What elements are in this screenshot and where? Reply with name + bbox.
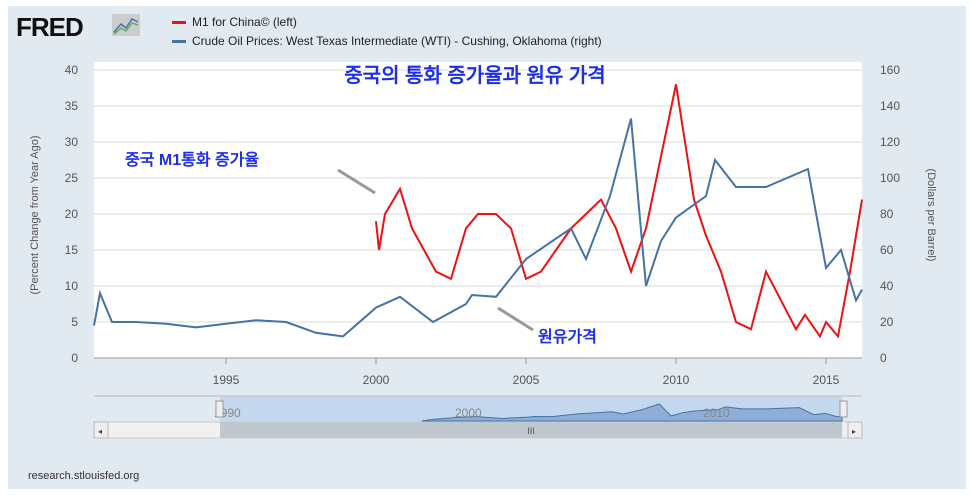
navigator-label-2000: 2000 [455,406,482,420]
x-tick-label: 2015 [813,373,840,387]
x-tick-label: 2000 [363,373,390,387]
annotation-oil: 원유가격 [538,328,597,346]
x-tick-label: 1995 [213,373,240,387]
y-tick-right: 20 [880,315,894,329]
annotation-oil-arrow [497,306,534,332]
source-footer: research.stlouisfed.org [28,470,140,482]
legend-m1-label: M1 for China© (left) [192,15,297,29]
fred-logo[interactable]: FRED [16,12,84,42]
y-tick-left: 40 [65,63,79,77]
navigator-handle-right[interactable] [839,400,848,418]
m1-series-line [375,84,863,339]
y-tick-left: 5 [71,315,78,329]
y-axis-left-label: (Percent Change from Year Ago) [29,136,41,295]
y-tick-right: 140 [880,99,900,113]
y-tick-left: 30 [65,135,79,149]
scroll-left-button[interactable] [93,421,109,439]
legend-m1[interactable]: M1 for China© (left) [172,15,297,29]
chart-title: 중국의 통화 증가율과 원유 가격 [344,64,605,87]
y-tick-left: 10 [65,279,79,293]
x-tick-label: 2005 [513,373,540,387]
y-tick-right: 160 [880,63,900,77]
scroll-left-icon: ◂ [98,427,102,436]
plot-area [94,62,862,358]
y-tick-left: 20 [65,207,79,221]
oil-series-line [93,118,863,338]
y-tick-left: 35 [65,99,79,113]
y-tick-right: 100 [880,171,900,185]
scrollbar-thumb[interactable] [220,422,842,438]
y-tick-right: 60 [880,243,894,257]
y-tick-left: 0 [71,351,78,365]
y-tick-left: 25 [65,171,79,185]
legend-oil-label: Crude Oil Prices: West Texas Intermediat… [192,34,602,48]
y-tick-right: 0 [880,351,887,365]
y-axis-right-label: (Dollars per Barrel) [925,169,937,262]
chart-logo-icon [112,14,140,36]
scroll-right-button[interactable] [847,421,863,439]
legend-oil[interactable]: Crude Oil Prices: West Texas Intermediat… [172,34,602,48]
y-tick-right: 80 [880,207,894,221]
y-tick-right: 40 [880,279,894,293]
y-tick-left: 15 [65,243,79,257]
scroll-right-icon: ▸ [852,427,856,436]
navigator-handle-left[interactable] [215,400,224,418]
x-tick-label: 2010 [663,373,690,387]
annotation-m1-arrow [337,168,376,195]
navigator-label-2010: 2010 [703,406,730,420]
annotation-m1: 중국 M1통화 증가율 [125,150,259,169]
y-tick-right: 120 [880,135,900,149]
navigator-series [421,403,843,422]
scrollbar-grip: III [527,426,535,436]
